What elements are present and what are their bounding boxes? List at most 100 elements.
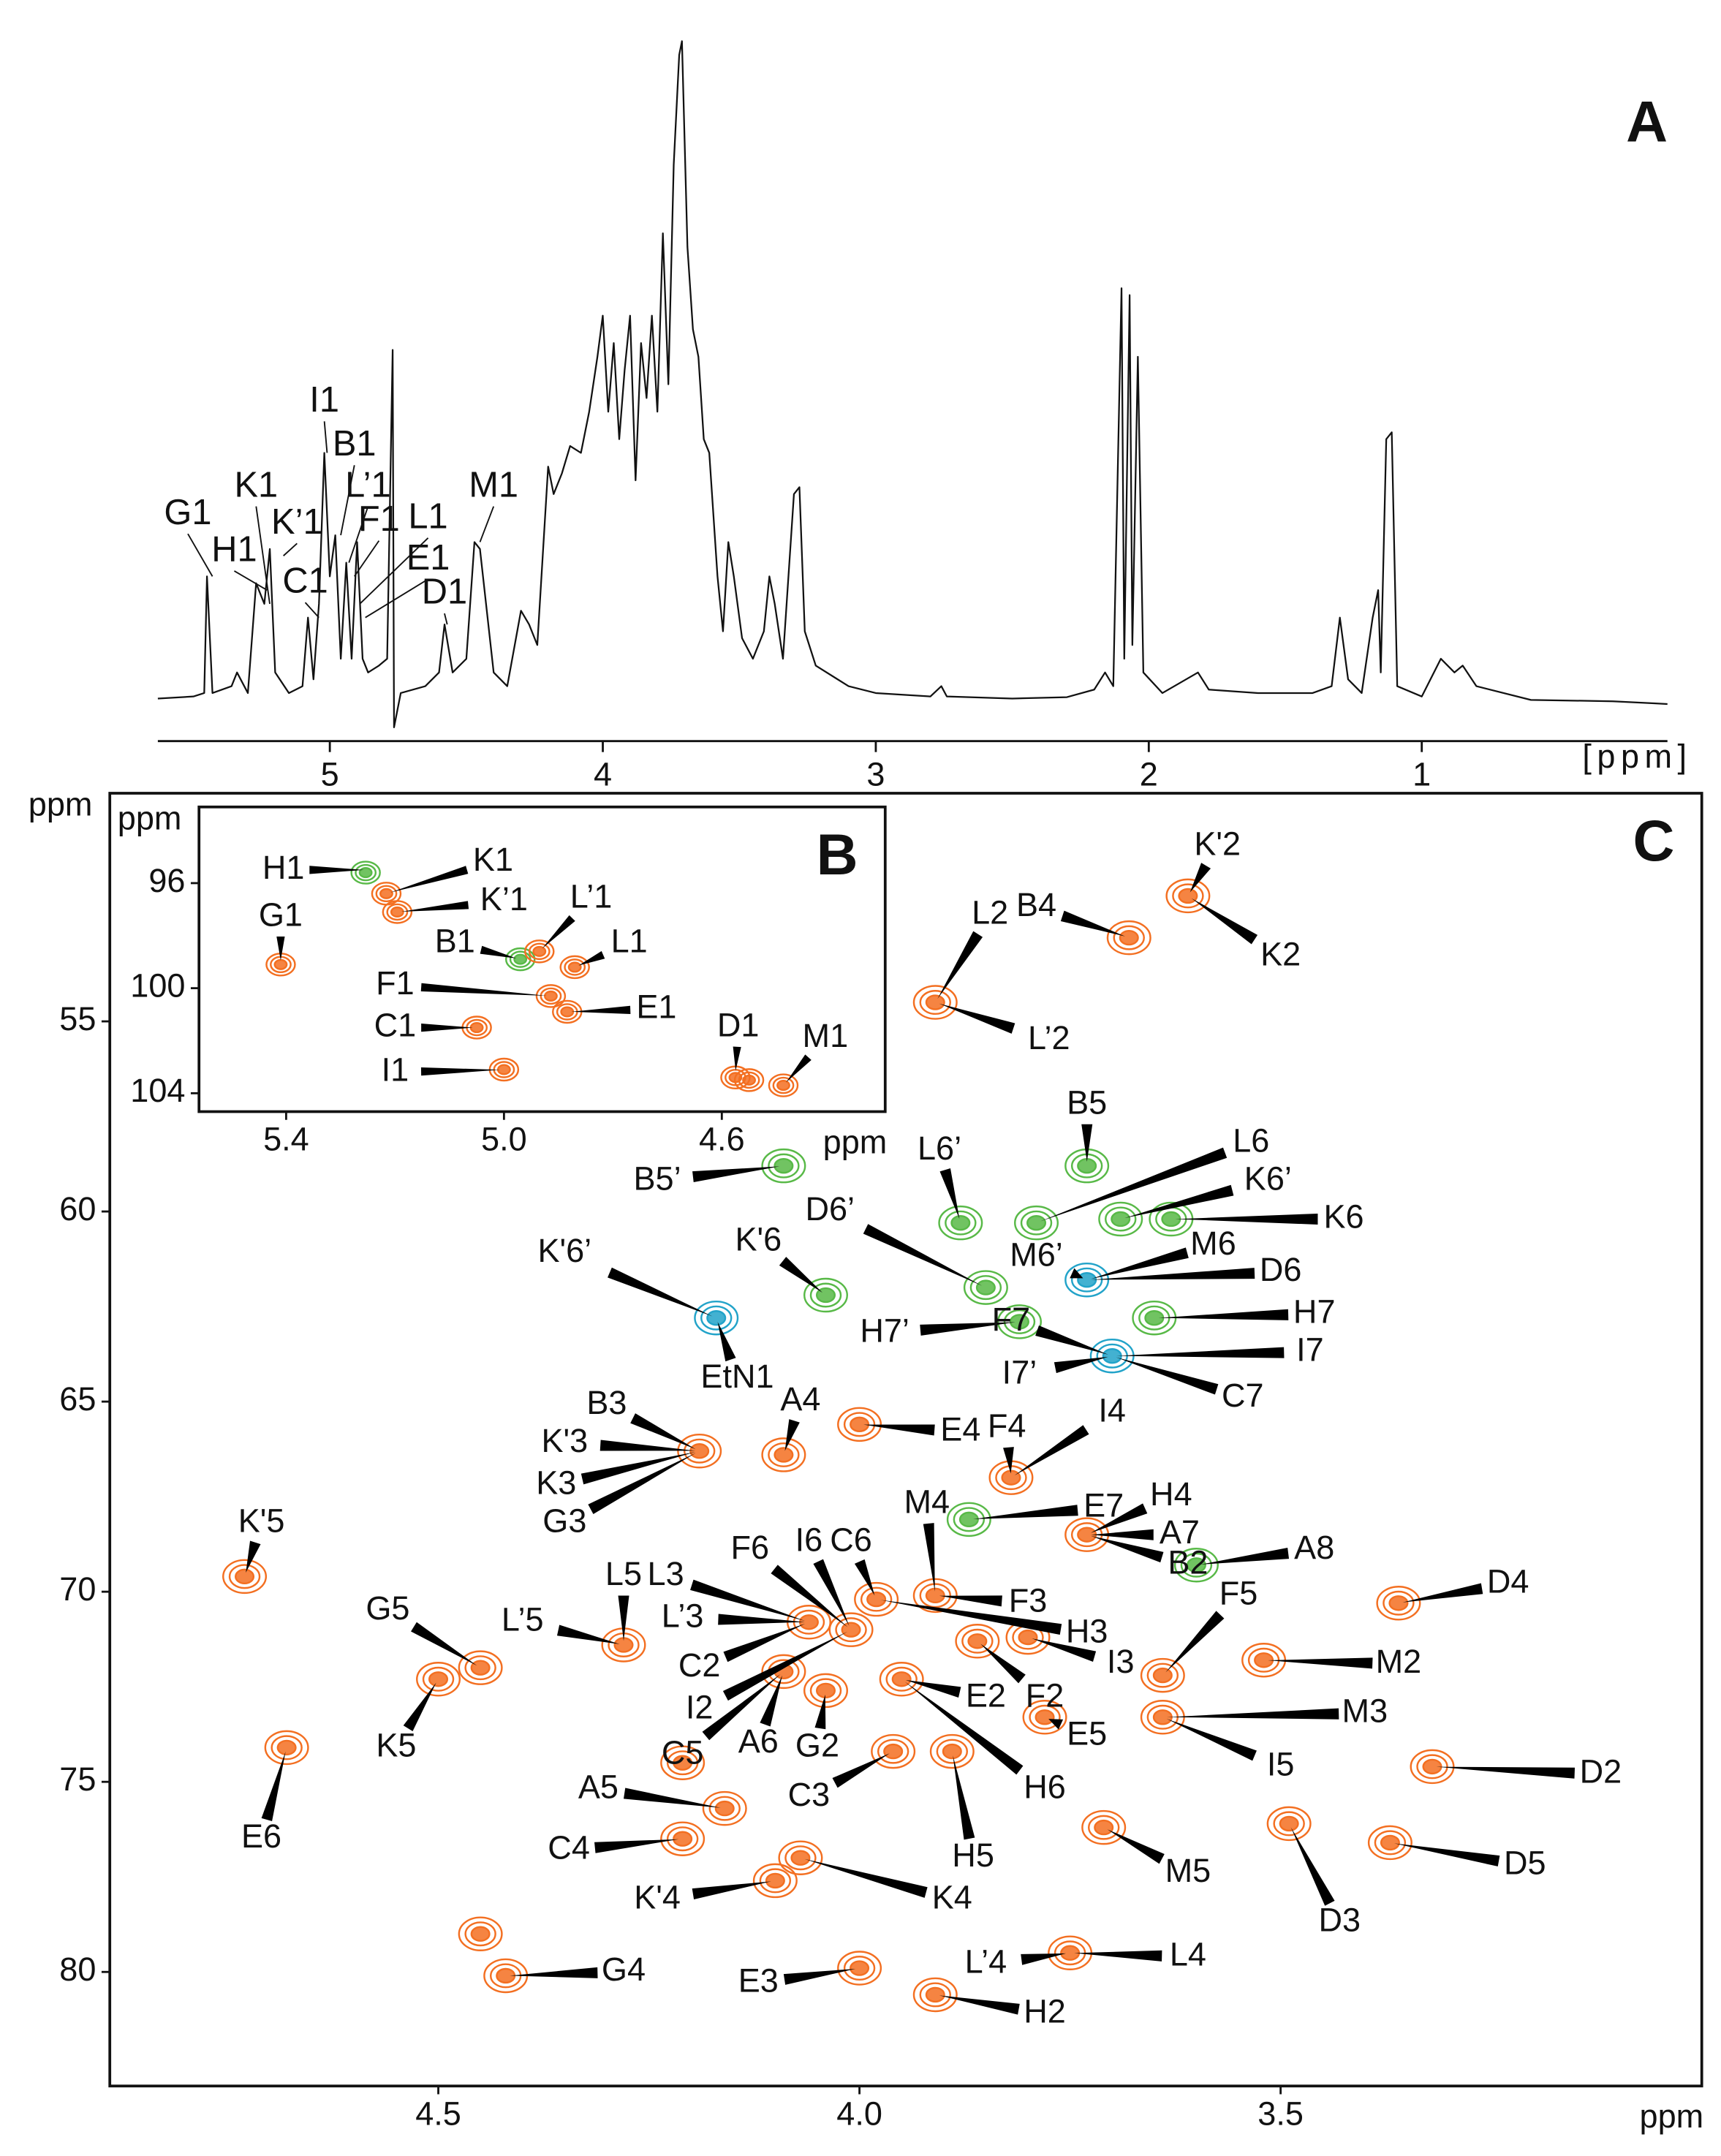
leader-wedge xyxy=(723,1623,806,1663)
contour xyxy=(1035,1709,1055,1725)
peak-label: L’5 xyxy=(502,1601,544,1638)
peak-label: C1 xyxy=(374,1006,417,1043)
peak-label: D1 xyxy=(422,572,467,612)
leader-wedge xyxy=(939,1595,1002,1607)
leader-wedge xyxy=(733,1046,741,1071)
contour xyxy=(273,958,288,970)
peak-label: H6 xyxy=(1024,1769,1066,1806)
leader-wedge xyxy=(771,1565,848,1627)
leader-wedge xyxy=(1091,1529,1154,1540)
leader-wedge xyxy=(784,1419,800,1451)
leader-line xyxy=(233,570,268,591)
x-tick-label: 4.0 xyxy=(836,2095,882,2132)
leader-wedge xyxy=(1035,1325,1108,1355)
peak-label: M6 xyxy=(1190,1225,1236,1262)
peak-label: K'2 xyxy=(1194,825,1241,863)
peak-label: F2 xyxy=(1026,1677,1064,1714)
contour xyxy=(1367,1825,1412,1861)
peak-label: K6’ xyxy=(1244,1160,1292,1197)
leader-wedge xyxy=(1003,1447,1014,1474)
contour xyxy=(222,1559,268,1595)
leader-line xyxy=(340,465,355,536)
leader-wedge xyxy=(421,1023,473,1032)
contour xyxy=(733,1068,765,1092)
leader-wedge xyxy=(1394,1843,1500,1866)
leader-wedge xyxy=(939,1003,1015,1034)
contour xyxy=(919,1982,951,2008)
leader-wedge xyxy=(718,1614,805,1625)
peak-label: K'5 xyxy=(238,1502,285,1539)
peak-label: A6 xyxy=(738,1722,779,1760)
peak-label: F7 xyxy=(992,1301,1031,1338)
peak-label: K2 xyxy=(1260,936,1301,973)
leader-wedge xyxy=(390,866,469,893)
contour xyxy=(1106,920,1151,956)
contour xyxy=(355,863,377,882)
contour xyxy=(470,1926,491,1942)
contour xyxy=(1102,1348,1122,1364)
peak-label: D2 xyxy=(1580,1753,1622,1790)
peak-label: K5 xyxy=(376,1726,416,1763)
peak-label: L5 xyxy=(605,1555,642,1592)
x-axis-label: ppm xyxy=(823,1123,888,1160)
leader-wedge xyxy=(261,1751,286,1821)
leader-wedge xyxy=(403,1682,436,1732)
peak-label: L6’ xyxy=(918,1130,961,1167)
leader-wedge xyxy=(760,1675,783,1727)
leader-wedge xyxy=(571,1005,631,1015)
leader-wedge xyxy=(1054,1356,1108,1374)
leader-wedge xyxy=(420,983,547,996)
contour xyxy=(946,1502,991,1537)
peak-label: F1 xyxy=(358,499,400,539)
contour xyxy=(765,1872,785,1889)
peak-label: F1 xyxy=(376,964,415,1002)
leader-wedge xyxy=(480,945,517,958)
peak-label: K1 xyxy=(234,465,278,504)
leader-wedge xyxy=(832,1753,890,1788)
leader-line xyxy=(365,578,429,619)
contour xyxy=(1064,1262,1110,1298)
peak-label: I1 xyxy=(382,1051,409,1089)
contour xyxy=(835,1617,867,1643)
contour xyxy=(761,1654,806,1690)
peak-label: I5 xyxy=(1267,1745,1295,1782)
contour xyxy=(776,1080,790,1092)
contour xyxy=(677,1433,722,1469)
x-tick-label: 3.5 xyxy=(1257,2095,1304,2132)
peak-label: C7 xyxy=(1222,1377,1264,1414)
leader-wedge xyxy=(1107,1829,1165,1864)
leader-wedge xyxy=(542,915,575,949)
peak-label: K'6 xyxy=(735,1221,782,1258)
y-axis-label: ppm xyxy=(118,799,182,836)
x-axis-label: [ppm] xyxy=(1582,738,1692,775)
peak-label: F4 xyxy=(988,1407,1026,1444)
contour xyxy=(1070,1267,1103,1293)
leader-wedge xyxy=(939,1995,1020,2015)
leader-wedge xyxy=(904,1682,1024,1775)
contour xyxy=(761,1148,806,1184)
contour xyxy=(1020,1210,1053,1236)
contour xyxy=(1113,925,1145,950)
x-tick-label: 4.6 xyxy=(699,1121,745,1158)
contour xyxy=(854,1581,899,1617)
peak-label: L’3 xyxy=(662,1597,704,1634)
peak-label: L2 xyxy=(972,893,1008,931)
contour xyxy=(382,900,413,924)
leader-wedge xyxy=(1158,1309,1289,1320)
contour xyxy=(752,1863,798,1899)
contour xyxy=(1029,1704,1061,1730)
leader-wedge xyxy=(411,1622,477,1666)
contour xyxy=(969,1275,1002,1301)
contour xyxy=(702,1790,747,1826)
peak-label: H3 xyxy=(1066,1612,1108,1649)
contour xyxy=(1009,1314,1030,1330)
contour xyxy=(1172,883,1204,909)
contour xyxy=(683,1438,716,1464)
contour xyxy=(945,1210,977,1236)
leader-wedge xyxy=(1165,1611,1225,1673)
contour xyxy=(967,1633,988,1649)
leader-wedge xyxy=(920,1322,1015,1336)
x-tick-label: 4 xyxy=(594,755,612,793)
leader-wedge xyxy=(618,1595,629,1641)
contour xyxy=(790,1850,811,1866)
